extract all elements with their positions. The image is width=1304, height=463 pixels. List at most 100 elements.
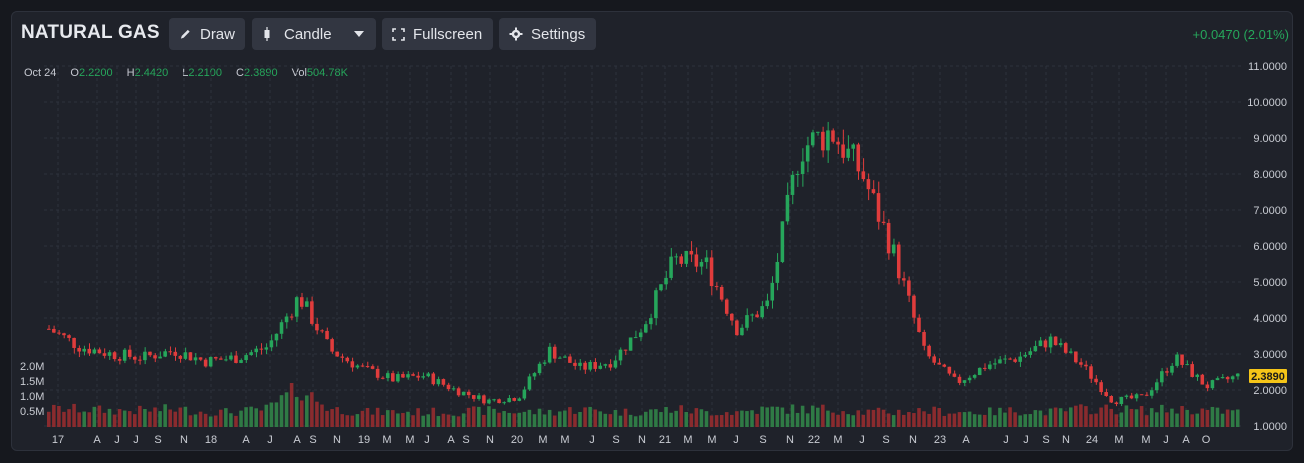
time-tick-label: M (707, 434, 716, 446)
candle-body (684, 250, 689, 264)
candle-body (810, 132, 815, 146)
candle-body (694, 254, 699, 267)
ohlc-open: O2.2200 (70, 67, 112, 79)
time-tick-label: N (486, 434, 494, 446)
volume-bar (431, 407, 436, 427)
candle-body (1104, 392, 1108, 397)
volume-bar (881, 409, 886, 427)
volume-bar (234, 415, 238, 427)
volume-bar (805, 413, 810, 427)
volume-bar (709, 415, 714, 427)
time-tick-label: A (1182, 434, 1190, 446)
volume-bar (917, 408, 921, 427)
candle-body (547, 346, 552, 363)
volume-bar (421, 415, 425, 427)
candle-body (355, 365, 360, 368)
volume-bar (380, 415, 385, 427)
candle-body (623, 349, 628, 351)
volume-bar (117, 409, 122, 427)
time-tick-label: M (405, 434, 414, 446)
volume-bar (1023, 414, 1028, 427)
candle-body (1134, 394, 1139, 399)
candle-body (527, 376, 532, 390)
candle-body (881, 221, 886, 223)
candle-body (1124, 395, 1129, 397)
candle-body (993, 363, 997, 365)
time-tick-label: 22 (808, 434, 820, 446)
candle-body (886, 222, 891, 254)
volume-bar (406, 411, 410, 427)
candle-body (603, 364, 608, 366)
time-tick-label: N (1062, 434, 1070, 446)
candle-body (765, 300, 769, 307)
volume-bar (719, 415, 724, 427)
volume-bar (1084, 406, 1088, 427)
volume-bar (993, 415, 997, 427)
candle-body (821, 131, 825, 151)
volume-bar (846, 414, 850, 427)
time-tick-label: N (180, 434, 188, 446)
candle-body (1195, 374, 1200, 377)
candle-body (1068, 351, 1073, 353)
candle-body (1079, 362, 1083, 365)
volume-bar (446, 414, 451, 427)
volume-bar (127, 411, 132, 427)
volume-bar (365, 407, 370, 427)
candle-body (158, 356, 162, 359)
candle-body (593, 362, 597, 369)
settings-button[interactable]: Settings (499, 18, 596, 50)
volume-bar (299, 400, 304, 427)
volume-bar (335, 407, 339, 427)
candle-body (1084, 364, 1088, 367)
candle-body (127, 349, 132, 357)
volume-bar (962, 412, 967, 427)
candle-body (1114, 402, 1119, 404)
candle-body (998, 359, 1002, 364)
volume-bar (97, 405, 102, 427)
volume-bar (1043, 415, 1048, 427)
candle-body (1200, 374, 1205, 385)
candle-body (1023, 354, 1028, 357)
volume-bar (851, 415, 855, 427)
candle-body (937, 362, 941, 365)
candle-body (441, 379, 446, 385)
candle-body (891, 244, 896, 254)
candle-body (588, 362, 592, 370)
draw-button[interactable]: Draw (169, 18, 245, 50)
volume-label: Vol (291, 67, 307, 79)
volume-bar (345, 415, 350, 427)
candle-body (1129, 395, 1134, 399)
ohlc-low: L2.2100 (182, 67, 222, 79)
instrument-title: NATURAL GAS (21, 22, 160, 43)
volume-bar (714, 415, 719, 427)
candle-body (714, 286, 719, 288)
volume-bar (482, 414, 486, 427)
volume-bar (1018, 415, 1022, 427)
candle-body (967, 377, 972, 381)
volume-bar (907, 412, 911, 427)
price-tick-label: 1.0000 (1253, 421, 1287, 433)
volume-bar (517, 412, 522, 427)
chart-type-select[interactable]: Candle (252, 18, 376, 50)
candle-body (563, 356, 567, 358)
candle-body (335, 351, 339, 357)
volume-bar (644, 411, 648, 427)
fullscreen-button[interactable]: Fullscreen (382, 18, 493, 50)
volume-bar (1235, 409, 1240, 427)
candle-body (770, 282, 775, 301)
volume-bar (866, 409, 871, 427)
candle-body (952, 373, 957, 377)
candle-body (1225, 377, 1230, 380)
volume-bar (492, 408, 496, 427)
time-tick-label: M (1114, 434, 1123, 446)
candle-body (264, 347, 269, 350)
volume-bar (699, 409, 704, 427)
volume-bar (623, 408, 628, 427)
volume-bar (537, 408, 542, 427)
candle-body (1215, 378, 1220, 381)
volume-bar (107, 408, 112, 427)
volume-bar (72, 403, 76, 427)
volume-bar (593, 409, 597, 427)
price-tick-label: 3.0000 (1253, 349, 1287, 361)
